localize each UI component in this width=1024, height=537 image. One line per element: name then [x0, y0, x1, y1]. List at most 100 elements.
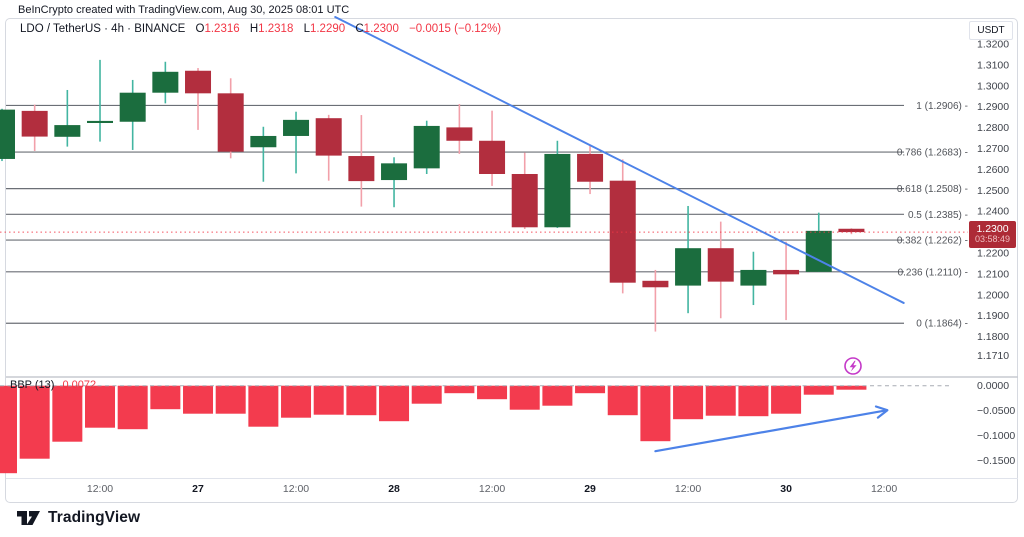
bbp-bar: [248, 385, 279, 427]
indicator-legend: BBP (13) 0.0072: [10, 379, 96, 391]
ohlc-low-value: 1.2290: [309, 23, 346, 35]
fib-level-label: 0.236 (1.2110) -: [898, 267, 968, 278]
fib-level-label: 0.618 (1.2508) -: [897, 184, 968, 195]
price-tick-label: 1.2000: [977, 289, 1009, 301]
price-tick-label: 1.2100: [977, 268, 1009, 280]
time-tick-label: 30: [780, 483, 792, 495]
bbp-bar: [379, 385, 410, 422]
bbp-trend-arrow: [654, 409, 886, 453]
boost-icon[interactable]: [844, 357, 862, 375]
attribution-text: BeInCrypto created with TradingView.com,…: [18, 4, 350, 16]
bbp-bar: [640, 385, 671, 442]
bbp-bar: [738, 385, 769, 417]
bbp-bar: [477, 385, 508, 400]
time-tick-label: 12:00: [675, 483, 701, 495]
bbp-bar: [150, 385, 181, 410]
boost-icon-circle: [844, 357, 862, 375]
candle-body: [119, 92, 146, 122]
current-price-badge[interactable]: 1.2300 03:58:49: [969, 221, 1016, 248]
ohlc-low-label: L: [303, 23, 310, 35]
price-tick-label: 1.1800: [977, 331, 1009, 343]
price-tick-label: 1.2400: [977, 206, 1009, 218]
indicator-name[interactable]: BBP (13): [10, 379, 55, 391]
candle-body: [773, 269, 800, 275]
bar-countdown: 03:58:49: [974, 234, 1011, 245]
candle-body: [675, 248, 702, 286]
time-tick-label: 12:00: [479, 483, 505, 495]
time-tick-label: 28: [388, 483, 400, 495]
bbp-bar: [0, 385, 17, 474]
bbp-bar: [19, 385, 50, 459]
time-tick-label: 12:00: [283, 483, 309, 495]
bbp-bar: [575, 385, 606, 394]
candle-body: [577, 153, 604, 182]
lightning-bolt-icon: [849, 360, 857, 372]
bbp-bar: [411, 385, 442, 404]
bbp-bar: [607, 385, 638, 416]
price-tick-label: 1.2200: [977, 248, 1009, 260]
bbp-bar: [346, 385, 377, 416]
bbp-bar: [705, 385, 736, 416]
candle-body: [217, 93, 244, 152]
chart-legend: LDO / TetherUS · 4h · BINANCE O1.2316 H1…: [20, 23, 501, 35]
candle-body: [315, 118, 342, 156]
price-tick-label: 1.3100: [977, 59, 1009, 71]
bbp-bar: [803, 385, 834, 395]
tradingview-logo[interactable]: TradingView: [16, 508, 140, 528]
indicator-value: 0.0072: [62, 379, 97, 391]
candle-body: [21, 110, 48, 137]
ohlc-high-label: H: [249, 23, 259, 35]
bbp-bar: [673, 385, 704, 420]
current-price-value: 1.2300: [976, 222, 1009, 235]
ohlc-high-value: 1.2318: [258, 23, 294, 35]
fib-level-label: 0.5 (1.2385) -: [908, 210, 968, 221]
price-tick-label: 1.2700: [977, 143, 1009, 155]
candle-body: [642, 280, 669, 288]
candle-body: [707, 248, 734, 282]
price-tick-label: 1.1710: [977, 350, 1009, 362]
candle-body: [250, 135, 277, 148]
candle-body: [479, 140, 506, 174]
candle-body: [413, 125, 440, 169]
bbp-bar: [52, 385, 83, 442]
trendline: [334, 16, 905, 304]
bbp-bar: [836, 385, 867, 390]
candle-body: [283, 119, 310, 136]
symbol-title[interactable]: LDO / TetherUS · 4h · BINANCE: [20, 23, 186, 35]
candle-body: [609, 180, 636, 283]
bbp-bar: [771, 385, 802, 414]
price-tick-label: 1.2800: [977, 122, 1009, 134]
candle-body: [838, 228, 865, 233]
ohlc-open-label: O: [195, 23, 205, 35]
candle-body: [544, 153, 571, 228]
candle-body: [87, 120, 114, 124]
candle-body: [511, 173, 538, 228]
price-tick-label: 1.3200: [977, 39, 1009, 51]
price-scale-currency-label[interactable]: USDT: [969, 21, 1013, 40]
ohlc-open-value: 1.2316: [204, 23, 240, 35]
bbp-bar: [215, 385, 246, 414]
time-tick-label: 29: [584, 483, 596, 495]
bbp-bar: [85, 385, 116, 428]
bbp-arrow-head: [874, 405, 889, 419]
candle-body: [348, 156, 375, 182]
price-tick-label: 1.3000: [977, 80, 1009, 92]
bbp-bar: [183, 385, 214, 414]
price-tick-label: 1.2600: [977, 164, 1009, 176]
price-tick-label: 1.2500: [977, 185, 1009, 197]
bbp-tick-label: −0.1000: [977, 430, 1015, 442]
candle-body: [54, 125, 81, 137]
fib-level-label: 0.382 (1.2262) -: [897, 236, 968, 247]
ohlc-close-value: 1.2300: [363, 23, 399, 35]
bbp-tick-label: −0.1500: [977, 455, 1015, 467]
candle-body: [740, 269, 767, 286]
bbp-bar: [117, 385, 148, 430]
bbp-tick-label: 0.0000: [977, 380, 1009, 392]
fib-level-label: 0.786 (1.2683) -: [897, 148, 968, 159]
candle-body: [152, 71, 179, 93]
tradingview-logo-text: TradingView: [48, 509, 141, 526]
time-tick-label: 12:00: [87, 483, 113, 495]
price-tick-label: 1.1900: [977, 310, 1009, 322]
candle-body: [446, 127, 473, 141]
